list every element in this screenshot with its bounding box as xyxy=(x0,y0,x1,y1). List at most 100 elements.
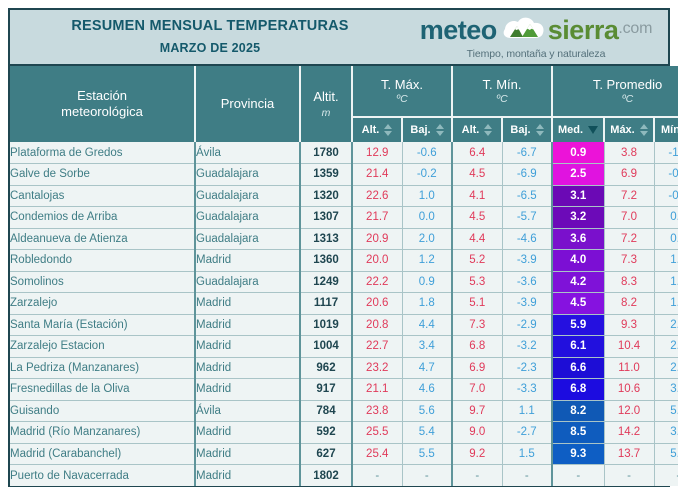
logo-word-meteo: meteo xyxy=(419,14,498,45)
cell-provincia: Guadalajara xyxy=(195,271,301,293)
cell-altitud: 1019 xyxy=(300,314,353,336)
sort-arrow-desc-active-icon[interactable] xyxy=(588,126,599,134)
cell-altitud: 917 xyxy=(300,378,353,401)
sort-header-promedio-max-label: Máx. xyxy=(610,124,635,136)
cell-estacion: Cantalojas xyxy=(10,185,196,207)
logo-wordmark: meteo sierra .com xyxy=(419,14,653,46)
cell-altitud: 1313 xyxy=(300,228,353,250)
sort-arrows-icon[interactable] xyxy=(435,124,444,136)
column-header-estacion[interactable]: Estación meteorológica xyxy=(10,66,196,142)
table-header-groups: Estación meteorológica Provincia Altit. … xyxy=(10,66,678,142)
sort-arrows-icon[interactable] xyxy=(384,124,393,136)
sort-arrows-icon[interactable] xyxy=(484,124,493,136)
table-subheaders: Alt. Baj. Alt. xyxy=(10,116,678,142)
column-header-estacion-line2: meteorológica xyxy=(61,104,143,119)
table-row[interactable]: La Pedriza (Manzanares) Madrid 962 23.2 4.7 6… xyxy=(10,357,678,379)
cell-promedio-max: 7.3 xyxy=(604,249,655,272)
table-row[interactable]: Somolinos Guadalajara 1249 22.2 0.9 5.3 -3.6 4.… xyxy=(10,271,678,293)
cell-promedio-min: 5.9 xyxy=(654,443,678,465)
cell-tmax-baj: 1.2 xyxy=(402,249,453,272)
cell-tmin-alt: 7.3 xyxy=(451,314,503,336)
cell-provincia: Madrid xyxy=(195,443,301,465)
cell-tmax-baj: 1.0 xyxy=(402,185,453,207)
table-row[interactable]: Galve de Sorbe Guadalajara 1359 21.4 -0.2 4.5… xyxy=(10,163,678,186)
cell-promedio-min: 1.1 xyxy=(654,271,678,293)
cell-estacion: Plataforma de Gredos xyxy=(10,142,196,164)
page-banner: RESUMEN MENSUAL TEMPERATURAS MARZO DE 20… xyxy=(8,8,670,64)
cell-tmax-baj: 0.0 xyxy=(402,206,453,229)
cell-altitud: 1117 xyxy=(300,292,353,315)
cell-provincia: Madrid xyxy=(195,357,301,379)
table-row[interactable]: Madrid (Río Manzanares) Madrid 592 25.5 5.4 9… xyxy=(10,421,678,444)
cell-promedio-min: 0.6 xyxy=(654,228,678,250)
column-group-tmax-unit: ºC xyxy=(396,93,408,105)
cell-promedio-med: 3.1 xyxy=(551,185,605,207)
table-row[interactable]: Santa María (Estación) Madrid 1019 20.8 4.4 7… xyxy=(10,314,678,336)
sort-header-tmin-baj[interactable]: Baj. xyxy=(502,116,554,142)
sort-arrows-icon[interactable] xyxy=(639,124,648,136)
cell-tmax-baj: 3.4 xyxy=(402,335,453,358)
cell-altitud: 1359 xyxy=(300,163,353,186)
table-row[interactable]: Plataforma de Gredos Ávila 1780 12.9 -0.6 6.4… xyxy=(10,142,678,164)
cell-tmin-alt: 4.4 xyxy=(451,228,503,250)
cell-estacion: Condemios de Arriba xyxy=(10,206,196,229)
cell-tmin-alt: 5.2 xyxy=(451,249,503,272)
cell-tmin-baj: -3.9 xyxy=(502,249,553,272)
cell-tmax-alt: 12.9 xyxy=(352,142,403,164)
sort-header-promedio-min[interactable]: Mín. xyxy=(654,116,678,142)
cell-provincia: Madrid xyxy=(195,464,301,486)
table-row[interactable]: Zarzalejo Estacion Madrid 1004 22.7 3.4 6.8 -3… xyxy=(10,335,678,358)
cell-tmin-alt: 4.5 xyxy=(451,163,503,186)
sort-header-tmin-alt[interactable]: Alt. xyxy=(452,116,503,142)
table-row[interactable]: Robledondo Madrid 1360 20.0 1.2 5.2 -3.9 4.0 7.3… xyxy=(10,249,678,272)
cell-tmin-baj: -2.9 xyxy=(502,314,553,336)
cell-tmin-baj: -2.3 xyxy=(502,357,553,379)
table-row[interactable]: Aldeanueva de Atienza Guadalajara 1313 20.9… xyxy=(10,228,678,250)
cell-tmax-alt: 20.8 xyxy=(352,314,403,336)
table-row[interactable]: Condemios de Arriba Guadalajara 1307 21.7 0.… xyxy=(10,206,678,229)
meteosierra-logo[interactable]: meteo sierra .com Tiempo, montaña y natu… xyxy=(410,14,668,60)
column-header-altitud-label: Altit. xyxy=(313,89,339,105)
cell-tmax-baj: 0.9 xyxy=(402,271,453,293)
cell-promedio-med: 9.3 xyxy=(551,443,605,465)
logo-word-sierra: sierra xyxy=(547,14,619,45)
cell-promedio-min: 2.9 xyxy=(654,357,678,379)
cell-estacion: La Pedriza (Manzanares) xyxy=(10,357,196,379)
column-group-tpromedio-unit: ºC xyxy=(621,93,634,105)
cell-estacion: Madrid (Río Manzanares) xyxy=(10,421,196,444)
cell-altitud: 1320 xyxy=(300,185,353,207)
column-group-tmax-label: T. Máx. xyxy=(381,77,423,92)
sort-header-tmax-alt-label: Alt. xyxy=(361,124,380,136)
table-row[interactable]: Fresnedillas de la Oliva Madrid 917 21.1 4.6… xyxy=(10,378,678,401)
sort-header-promedio-max[interactable]: Máx. xyxy=(604,116,656,142)
cell-promedio-min: - xyxy=(654,464,678,486)
page-title-line1: RESUMEN MENSUAL TEMPERATURAS xyxy=(71,18,349,35)
column-header-provincia[interactable]: Provincia xyxy=(195,66,301,142)
sort-arrows-icon[interactable] xyxy=(535,124,544,136)
sort-header-tmax-alt[interactable]: Alt. xyxy=(352,116,403,142)
logo-tagline: Tiempo, montaña y naturaleza xyxy=(466,48,606,60)
cell-altitud: 1307 xyxy=(300,206,353,229)
table-row[interactable]: Zarzalejo Madrid 1117 20.6 1.8 5.1 -3.9 4.5 8.2 1… xyxy=(10,292,678,315)
cell-tmax-baj: -0.6 xyxy=(402,142,453,164)
table-row[interactable]: Cantalojas Guadalajara 1320 22.6 1.0 4.1 -6.5 3… xyxy=(10,185,678,207)
column-header-altitud[interactable]: Altit. m xyxy=(300,66,353,142)
sort-header-promedio-min-label: Mín. xyxy=(661,124,678,136)
cell-promedio-min: 3.7 xyxy=(654,421,678,444)
sort-header-tmax-baj[interactable]: Baj. xyxy=(402,116,453,142)
cell-promedio-med: 3.2 xyxy=(551,206,605,229)
cell-estacion: Fresnedillas de la Oliva xyxy=(10,378,196,401)
cell-estacion: Madrid (Carabanchel) xyxy=(10,443,196,465)
cell-promedio-min: -0.4 xyxy=(654,185,678,207)
table-row[interactable]: Madrid (Carabanchel) Madrid 627 25.4 5.5 9.2 1… xyxy=(10,443,678,465)
cell-estacion: Zarzalejo Estacion xyxy=(10,335,196,358)
column-group-tmin-label: T. Mín. xyxy=(482,77,522,92)
sort-header-tmin-baj-label: Baj. xyxy=(510,124,531,136)
cell-provincia: Madrid xyxy=(195,314,301,336)
cell-promedio-min: 2.8 xyxy=(654,314,678,336)
sort-header-promedio-med[interactable]: Med. xyxy=(552,116,606,142)
cell-provincia: Guadalajara xyxy=(195,228,301,250)
column-group-tpromedio-label: T. Promedio xyxy=(592,77,663,92)
